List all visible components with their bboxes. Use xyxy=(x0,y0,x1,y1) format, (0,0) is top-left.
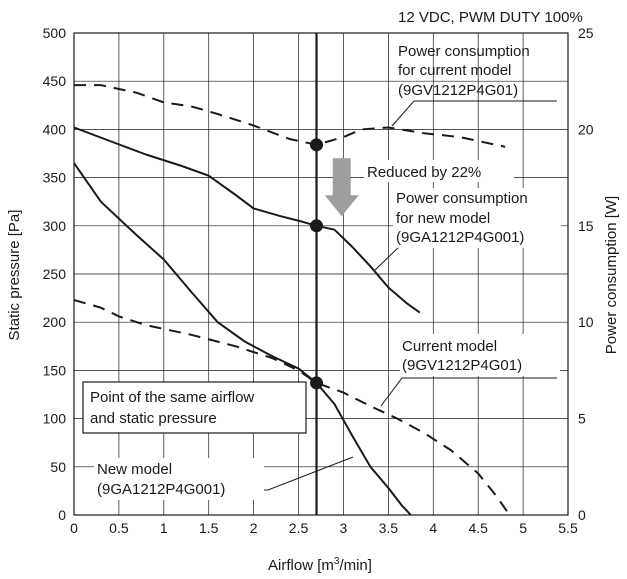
x-tick-label: 5 xyxy=(519,520,527,536)
y-tick-label: 350 xyxy=(43,170,67,186)
reduction-arrow xyxy=(324,158,359,217)
x-axis-label: Airflow [m3/min] xyxy=(268,556,372,574)
y-tick-label: 450 xyxy=(43,73,67,89)
series-line-power-new-model xyxy=(73,126,421,314)
tick-labels: 0 0.5 1 1.5 2 2.5 3 3.5 4 4.5 5 5.50501001502002503… xyxy=(43,25,594,536)
x-tick-label: 2 xyxy=(250,520,258,536)
annotation-same-point-line1: Point of the same airflow xyxy=(90,389,254,406)
data-point-marker xyxy=(310,138,324,152)
annotation-reduced: Reduced by 22% xyxy=(367,164,481,181)
y-tick-label: 500 xyxy=(43,25,67,41)
chart-header: 12 VDC, PWM DUTY 100% xyxy=(398,9,583,26)
y2-axis-label: Power consumption [W] xyxy=(603,196,620,354)
annotation-power-current: Power consumption for current model (9GV… xyxy=(398,43,530,99)
x-tick-label: 3.5 xyxy=(379,520,399,536)
x-tick-label: 1.5 xyxy=(199,520,219,536)
x-tick-label: 4 xyxy=(429,520,437,536)
y-tick-label: 50 xyxy=(50,459,66,475)
annotation-power-new-line1: Power consumption xyxy=(396,190,528,207)
callout-power-new xyxy=(374,245,557,271)
annotation-same-point-line2: and static pressure xyxy=(90,410,217,427)
y-axis-label: Static pressure [Pa] xyxy=(6,210,23,341)
x-tick-label: 4.5 xyxy=(468,520,488,536)
x-tick-label: 5.5 xyxy=(558,520,578,536)
callout-new-model xyxy=(261,456,354,491)
annotation-same-point-box xyxy=(82,381,307,434)
data-point-marker xyxy=(310,219,324,233)
callout-current-model xyxy=(380,377,557,407)
annotation-current-model-line2: (9GV1212P4G01) xyxy=(402,357,522,374)
annotation-power-current-line2: for current model xyxy=(398,62,511,79)
annotation-new-model: New model (9GA1212P4G001) xyxy=(97,461,225,498)
annotation-new-model-line1: New model xyxy=(97,461,172,478)
y-tick-label: 0 xyxy=(58,507,66,523)
annotation-power-new-line3: (9GA1212P4G001) xyxy=(396,229,524,246)
annotation-power-new-bg xyxy=(393,188,561,248)
annotation-power-current-line1: Power consumption xyxy=(398,43,530,60)
y-tick-label: 150 xyxy=(43,362,67,378)
x-tick-label: 2.5 xyxy=(289,520,309,536)
overlay-layer xyxy=(310,33,359,515)
x-tick-label: 0.5 xyxy=(109,520,129,536)
y2-tick-label: 5 xyxy=(578,411,586,427)
x-axis-label-sup: 3 xyxy=(334,556,340,567)
x-tick-label: 1 xyxy=(160,520,168,536)
annotation-power-new: Power consumption for new model (9GA1212… xyxy=(396,190,528,246)
series-line-new-model-pq xyxy=(73,162,412,516)
annotation-power-new-line2: for new model xyxy=(396,210,490,227)
y2-tick-label: 15 xyxy=(578,218,594,234)
series-line-power-current-model xyxy=(74,84,506,148)
plot-frame xyxy=(73,32,569,516)
annotation-new-model-bg xyxy=(94,458,264,500)
x-axis-label-main: Airflow [m xyxy=(268,557,334,574)
annotation-power-current-line3: (9GV1212P4G01) xyxy=(398,82,518,99)
y2-tick-label: 0 xyxy=(578,507,586,523)
y-tick-label: 200 xyxy=(43,314,67,330)
annotation-current-model: Current model (9GV1212P4G01) xyxy=(402,338,522,374)
series-layer xyxy=(73,84,511,516)
x-axis-label-end: /min] xyxy=(339,557,372,574)
y2-tick-label: 25 xyxy=(578,25,594,41)
x-tick-label: 3 xyxy=(340,520,348,536)
annotation-current-model-line1: Current model xyxy=(402,338,497,355)
y2-tick-label: 10 xyxy=(578,314,594,330)
x-tick-label: 0 xyxy=(70,520,78,536)
annotation-same-point: Point of the same airflow and static pre… xyxy=(90,389,254,427)
y-tick-label: 300 xyxy=(43,218,67,234)
grid xyxy=(74,33,568,515)
y-tick-label: 250 xyxy=(43,266,67,282)
y-tick-label: 400 xyxy=(43,121,67,137)
annotation-reduced-bg xyxy=(364,160,514,182)
y-tick-label: 100 xyxy=(43,411,67,427)
data-point-marker xyxy=(310,376,324,390)
callout-power-current xyxy=(391,100,557,127)
annotation-current-model-bg xyxy=(400,334,560,376)
y2-tick-label: 20 xyxy=(578,121,594,137)
series-line-current-model-pq xyxy=(73,299,511,516)
annotation-new-model-line2: (9GA1212P4G001) xyxy=(97,481,225,498)
